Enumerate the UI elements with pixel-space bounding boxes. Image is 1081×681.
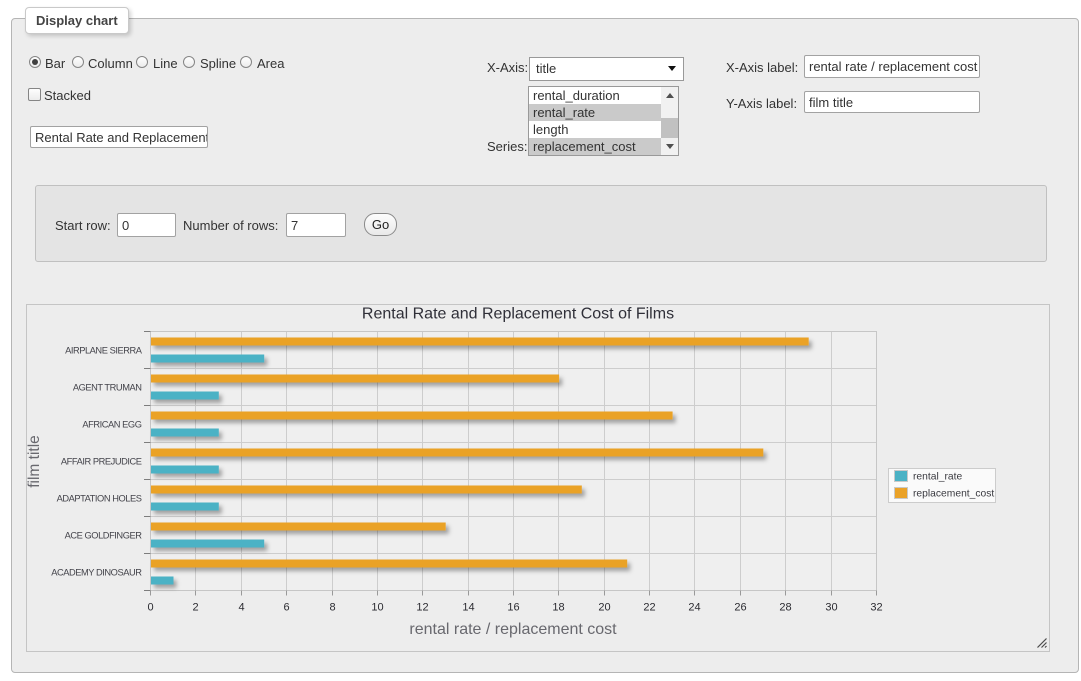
svg-text:8: 8 [329, 602, 335, 614]
svg-text:rental_rate: rental_rate [913, 472, 963, 483]
svg-text:Rental Rate and Replacement Co: Rental Rate and Replacement Cost of Film… [362, 306, 674, 323]
svg-text:AFFAIR PREJUDICE: AFFAIR PREJUDICE [61, 457, 142, 467]
svg-text:20: 20 [598, 602, 610, 614]
svg-text:18: 18 [552, 602, 564, 614]
svg-text:22: 22 [643, 602, 655, 614]
svg-text:6: 6 [283, 602, 289, 614]
svg-text:replacement_cost: replacement_cost [913, 489, 994, 500]
svg-text:ACE GOLDFINGER: ACE GOLDFINGER [65, 531, 143, 541]
svg-text:0: 0 [147, 602, 153, 614]
svg-text:rental rate / replacement cost: rental rate / replacement cost [409, 621, 617, 638]
svg-text:2: 2 [192, 602, 198, 614]
svg-text:4: 4 [238, 602, 244, 614]
svg-text:30: 30 [825, 602, 837, 614]
svg-text:16: 16 [507, 602, 519, 614]
svg-text:28: 28 [779, 602, 791, 614]
svg-text:12: 12 [416, 602, 428, 614]
svg-text:32: 32 [870, 602, 882, 614]
svg-text:AIRPLANE SIERRA: AIRPLANE SIERRA [65, 346, 143, 356]
svg-text:10: 10 [371, 602, 383, 614]
svg-text:14: 14 [462, 602, 474, 614]
svg-text:AFRICAN EGG: AFRICAN EGG [82, 420, 141, 430]
svg-text:ACADEMY DINOSAUR: ACADEMY DINOSAUR [51, 568, 142, 578]
svg-text:film title: film title [26, 435, 43, 488]
svg-text:ADAPTATION HOLES: ADAPTATION HOLES [57, 494, 142, 504]
svg-text:26: 26 [734, 602, 746, 614]
svg-text:AGENT TRUMAN: AGENT TRUMAN [73, 383, 142, 393]
svg-text:24: 24 [688, 602, 700, 614]
